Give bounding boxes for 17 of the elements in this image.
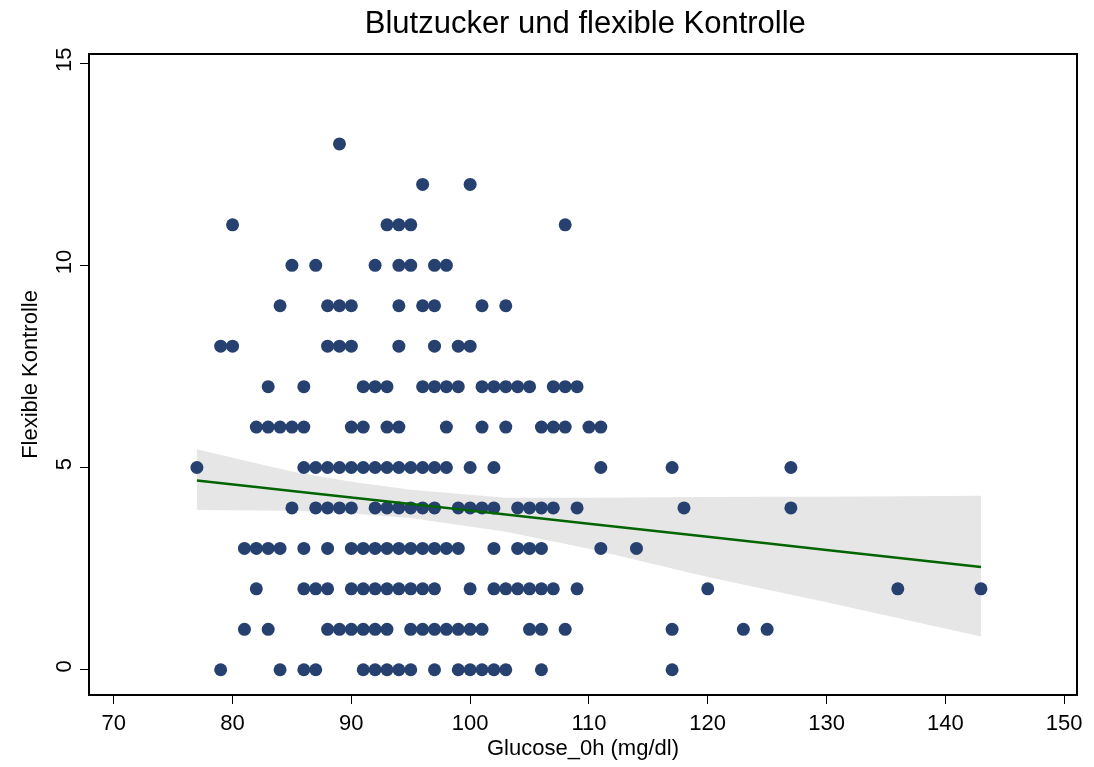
- y-tick-label: 10: [51, 249, 77, 275]
- x-tick-label: 150: [1045, 710, 1083, 736]
- y-tick-label: 5: [51, 458, 77, 471]
- x-tick-label: 120: [689, 710, 727, 736]
- chart-title: Blutzucker und flexible Kontrolle: [364, 5, 806, 41]
- x-tick-label: 100: [451, 710, 489, 736]
- line-series: [195, 479, 983, 569]
- x-axis-title: Glucose_0h (mg/dl): [487, 735, 679, 761]
- x-tick-label: 80: [220, 710, 245, 736]
- x-tick-label: 130: [808, 710, 845, 736]
- y-tick-label: 0: [51, 660, 77, 673]
- x-tick-label: 90: [339, 710, 364, 736]
- x-tick-label: 140: [926, 710, 964, 736]
- x-tick-label: 110: [571, 710, 607, 736]
- y-axis-title: Flexible Kontrolle: [16, 290, 42, 459]
- y-tick-label: 15: [51, 47, 77, 73]
- x-tick-label: 70: [101, 710, 126, 736]
